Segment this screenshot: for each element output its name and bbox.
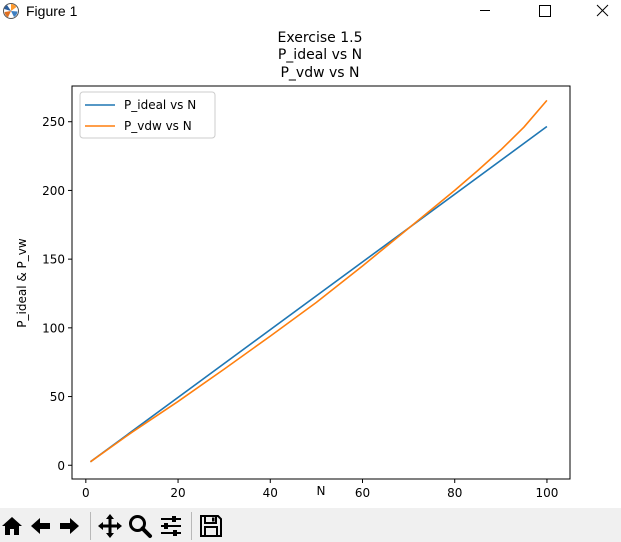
x-axis-label: N: [317, 484, 326, 498]
y-axis-label: P_ideal & P_vw: [15, 238, 29, 328]
back-arrow-icon[interactable]: [28, 513, 54, 539]
close-button[interactable]: [575, 0, 621, 22]
toolbar-separator: [191, 512, 192, 540]
y-tick-label: 200: [42, 184, 65, 198]
forward-arrow-icon[interactable]: [56, 513, 82, 539]
chart-title-line-2: P_ideal vs N: [278, 47, 362, 63]
series-line-p-vdw: [89, 99, 548, 463]
configure-subplots-icon[interactable]: [158, 513, 184, 539]
maximize-button[interactable]: [521, 0, 567, 22]
save-icon[interactable]: [198, 513, 224, 539]
x-tick-label: 60: [355, 486, 370, 500]
x-tick-label: 80: [447, 486, 462, 500]
title-bar: Figure 1: [0, 0, 621, 22]
chart-title-line-1: Exercise 1.5: [278, 30, 363, 46]
y-tick-label: 100: [42, 321, 65, 335]
x-tick-label: 20: [170, 486, 185, 500]
chart-title-line-3: P_vdw vs N: [280, 65, 359, 81]
axes-frame: [71, 85, 571, 480]
axis-ticks: 0 20 40 60 80 100 0 50 100 150 200 250: [42, 115, 558, 500]
x-tick-label: 0: [82, 486, 90, 500]
zoom-icon[interactable]: [127, 513, 153, 539]
plot-lines: [89, 99, 548, 463]
window-title: Figure 1: [26, 3, 78, 19]
matplotlib-logo-icon: [3, 3, 19, 19]
navigation-toolbar: [0, 508, 621, 542]
legend-label-p-ideal: P_ideal vs N: [124, 98, 196, 112]
toolbar-separator: [90, 512, 91, 540]
line-chart: Exercise 1.5 P_ideal vs N P_vdw vs N 0 20…: [15, 30, 571, 500]
figure-canvas[interactable]: Exercise 1.5 P_ideal vs N P_vdw vs N 0 20…: [0, 22, 621, 508]
legend: P_ideal vs N P_vdw vs N: [79, 91, 216, 139]
y-tick-label: 0: [57, 459, 65, 473]
pan-icon[interactable]: [97, 513, 123, 539]
y-tick-label: 250: [42, 115, 65, 129]
series-line-p-ideal: [89, 125, 548, 463]
x-tick-label: 100: [535, 486, 558, 500]
home-icon[interactable]: [0, 513, 26, 539]
y-tick-label: 50: [50, 390, 65, 404]
minimize-button[interactable]: [461, 0, 507, 22]
legend-label-p-vdw: P_vdw vs N: [124, 119, 192, 133]
y-tick-label: 150: [42, 253, 65, 267]
x-tick-label: 40: [263, 486, 278, 500]
